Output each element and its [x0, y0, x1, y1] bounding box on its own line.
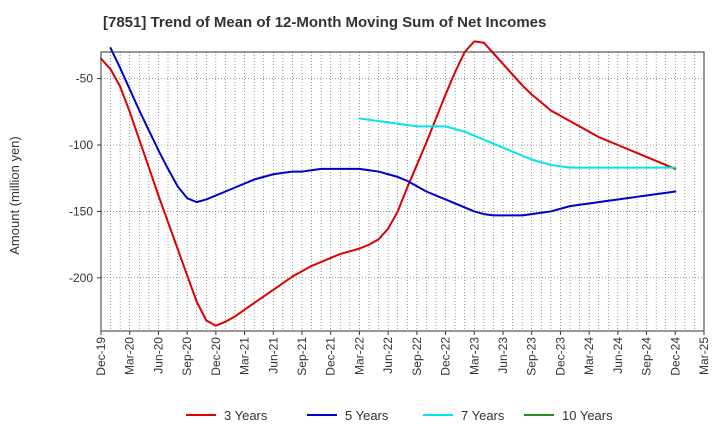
x-tick-label: Dec-23	[553, 337, 567, 376]
x-tick-label: Mar-25	[697, 337, 711, 375]
x-tick-label: Mar-24	[582, 337, 596, 375]
x-tick-label: Dec-22	[439, 337, 453, 376]
y-axis-title: Amount (million yen)	[7, 136, 22, 255]
legend-label-10-years: 10 Years	[562, 408, 613, 423]
x-tick-label: Mar-22	[352, 337, 366, 375]
series-line-5-years	[109, 47, 677, 217]
x-tick-label: Dec-21	[324, 337, 338, 376]
legend-label-5-years: 5 Years	[345, 408, 389, 423]
y-tick-label: -100	[69, 138, 93, 152]
x-tick-label: Jun-24	[611, 337, 625, 374]
x-tick-label: Jun-20	[151, 337, 165, 374]
x-tick-label: Sep-24	[640, 337, 654, 376]
y-tick-label: -150	[69, 204, 93, 218]
x-tick-label: Jun-21	[266, 337, 280, 374]
legend-layer: 3 Years 5 Years 7 Years 10 Years	[186, 408, 613, 423]
x-tick-label: Jun-23	[496, 337, 510, 374]
x-tick-label: Sep-21	[295, 337, 309, 376]
y-tick-label: -200	[69, 271, 93, 285]
x-tick-label: Sep-23	[525, 337, 539, 376]
x-tick-label: Sep-20	[180, 337, 194, 376]
x-tick-label: Dec-24	[668, 337, 682, 376]
legend-label-3-years: 3 Years	[224, 408, 268, 423]
x-tick-label: Jun-22	[381, 337, 395, 374]
x-tick-label: Sep-22	[410, 337, 424, 376]
axis-layer: -50 -100 -150 -200 Dec-19 Mar-20 Jun-20 Sep-20 D…	[7, 51, 711, 376]
y-tick-label: -50	[76, 72, 94, 86]
chart-title: [7851] Trend of Mean of 12-Month Moving …	[103, 14, 547, 31]
x-tick-label: Dec-19	[94, 337, 108, 376]
x-tick-label: Mar-23	[467, 337, 481, 375]
x-tick-label: Mar-20	[123, 337, 137, 375]
series-layer	[100, 40, 677, 327]
plot-frame	[100, 51, 705, 332]
legend-label-7-years: 7 Years	[461, 408, 505, 423]
series-line-7-years	[358, 117, 677, 169]
series-line-3-years	[100, 40, 677, 327]
x-tick-label: Dec-20	[209, 337, 223, 376]
x-tick-label: Mar-21	[238, 337, 252, 375]
